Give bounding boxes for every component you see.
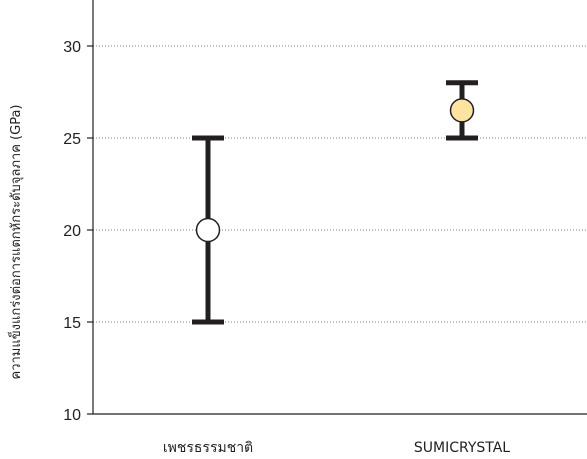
x-category-label-1: เพชรธรรมชาติ — [163, 440, 253, 456]
y-tick-label-10: 10 — [63, 407, 81, 424]
y-tick-label-15: 15 — [63, 315, 81, 332]
y-tick-label-20: 20 — [63, 223, 81, 240]
y-tick-label-25: 25 — [63, 131, 81, 148]
gridlines — [93, 45, 587, 323]
y-axis-title: ความแข็งแกร่งต่อการแตกหักระดับจุลภาค (GP… — [6, 105, 24, 380]
data-series — [192, 80, 478, 325]
y-tick-label-30: 30 — [63, 39, 81, 56]
x-category-label-2: SUMICRYSTAL — [414, 440, 510, 456]
data-point-group-1 — [192, 135, 224, 325]
axes — [92, 0, 587, 415]
data-point-marker-2 — [449, 98, 475, 123]
data-point-marker-1 — [195, 217, 221, 243]
x-category-labels: เพชรธรรมชาติ SUMICRYSTAL — [163, 440, 510, 456]
data-point-group-2 — [446, 80, 478, 141]
y-ticks: 10 15 20 25 30 — [63, 39, 93, 424]
